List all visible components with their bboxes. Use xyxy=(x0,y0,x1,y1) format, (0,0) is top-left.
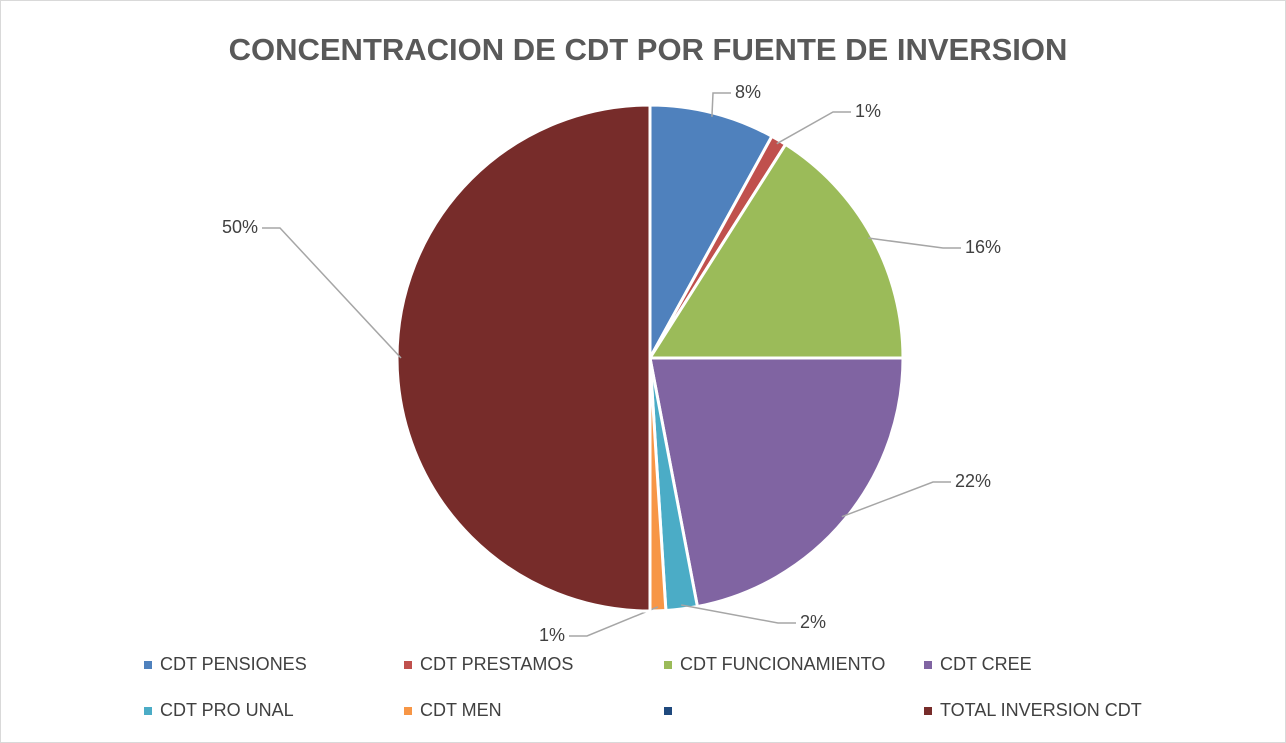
legend-label: CDT PRO UNAL xyxy=(160,700,294,720)
data-label: 16% xyxy=(965,237,1001,257)
data-label: 50% xyxy=(222,217,258,237)
legend-swatch xyxy=(144,707,152,715)
legend-swatch xyxy=(924,707,932,715)
pie-slice xyxy=(648,356,905,609)
legend-swatch xyxy=(404,707,412,715)
legend-label: CDT PENSIONES xyxy=(160,654,307,674)
legend-swatch xyxy=(924,661,932,669)
legend-label: CDT CREE xyxy=(940,654,1032,674)
leader-line xyxy=(681,604,796,624)
legend-swatch xyxy=(664,661,672,669)
leader-line xyxy=(262,227,402,359)
leader-line xyxy=(711,92,731,117)
leader-line xyxy=(776,111,851,145)
legend-swatch xyxy=(404,661,412,669)
pie-slice xyxy=(647,142,905,360)
leader-line xyxy=(569,606,659,637)
data-label: 22% xyxy=(955,471,991,491)
leader-line xyxy=(841,481,951,518)
data-label: 2% xyxy=(800,612,826,632)
legend-label: CDT MEN xyxy=(420,700,502,720)
legend-swatch xyxy=(664,707,672,715)
pie-slice xyxy=(395,103,652,613)
data-label: 1% xyxy=(539,625,565,645)
legend-label: CDT PRESTAMOS xyxy=(420,654,573,674)
legend-label: TOTAL INVERSION CDT xyxy=(940,700,1142,720)
leader-line xyxy=(868,237,961,249)
data-label: 1% xyxy=(855,101,881,121)
chart-title: CONCENTRACION DE CDT POR FUENTE DE INVER… xyxy=(229,32,1068,67)
legend-label: CDT FUNCIONAMIENTO xyxy=(680,654,885,674)
pie-slice xyxy=(648,103,774,359)
legend-swatch xyxy=(144,661,152,669)
data-label: 8% xyxy=(735,82,761,102)
